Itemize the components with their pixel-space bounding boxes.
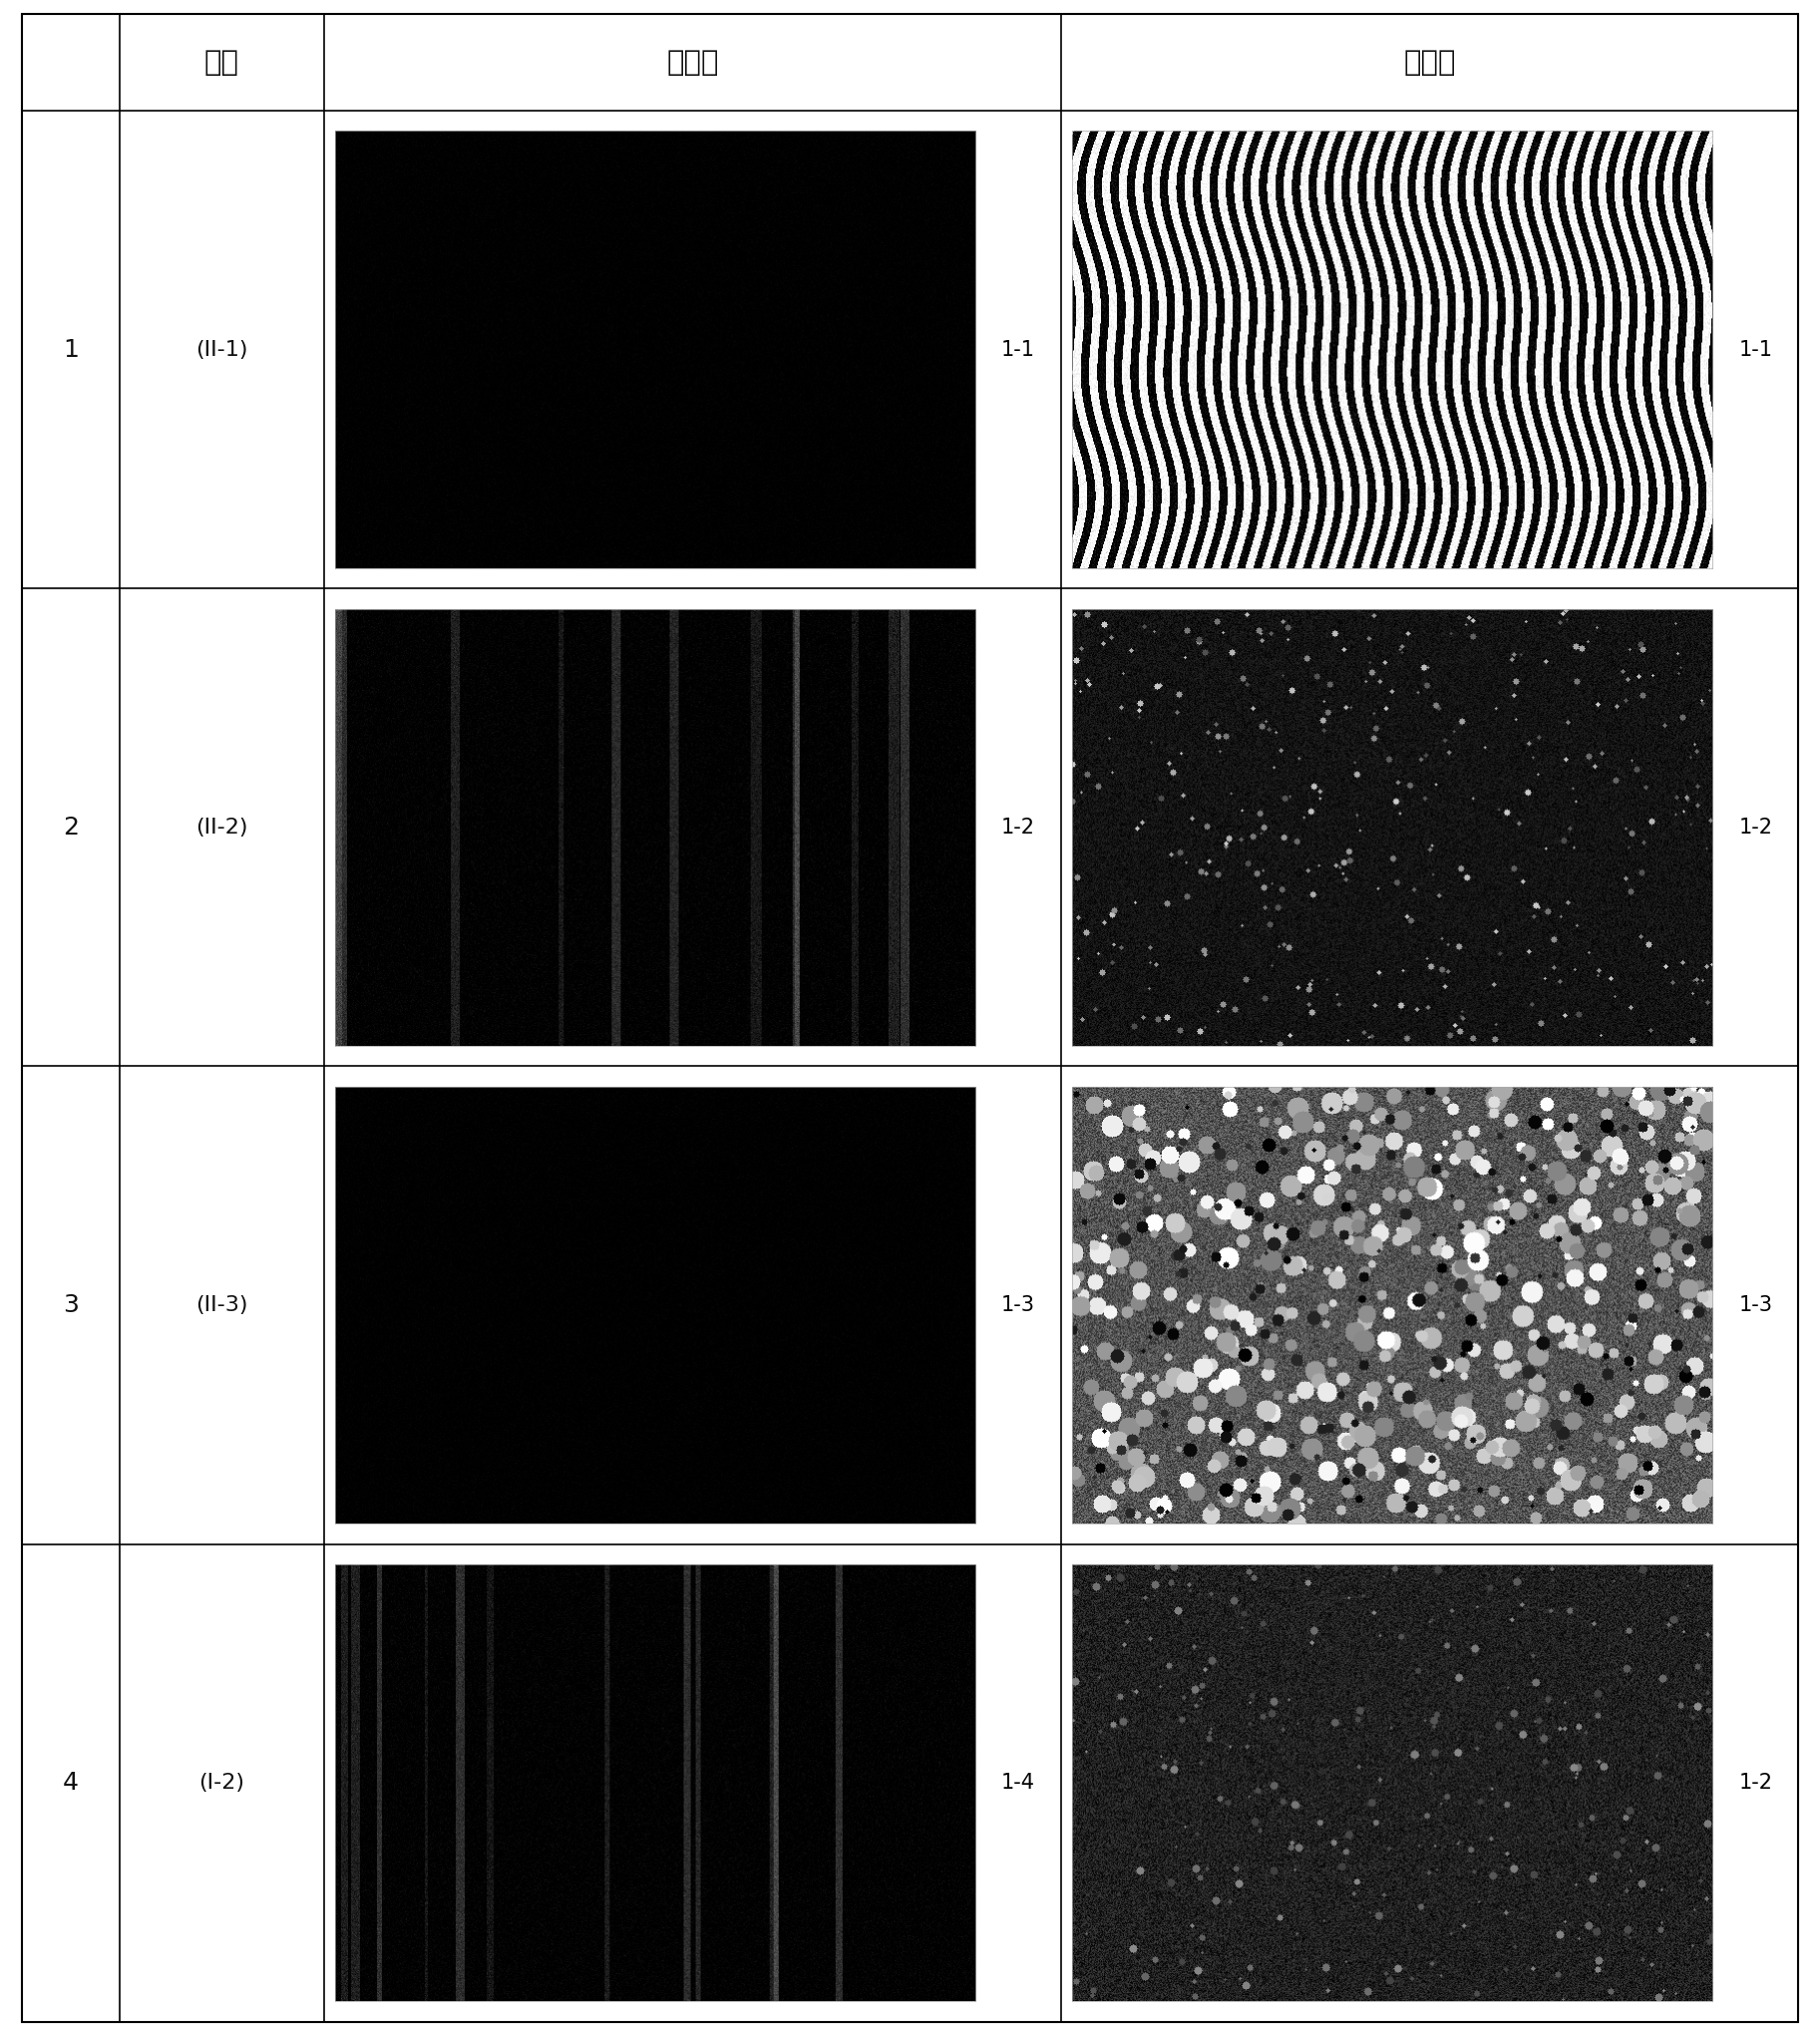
Text: 1-4: 1-4 [1001, 1773, 1036, 1794]
Text: 1-1: 1-1 [1738, 340, 1773, 360]
Text: (II-3): (II-3) [195, 1295, 248, 1315]
Text: (I-2): (I-2) [198, 1773, 244, 1794]
Text: (II-2): (II-2) [195, 816, 248, 837]
Text: 3: 3 [62, 1293, 78, 1317]
Text: 对比例: 对比例 [1403, 49, 1456, 77]
Text: 1-2: 1-2 [1001, 816, 1036, 837]
Text: (II-1): (II-1) [195, 340, 248, 360]
Text: 燃料: 燃料 [204, 49, 238, 77]
Text: 1-2: 1-2 [1738, 1773, 1773, 1794]
Text: 1: 1 [62, 338, 78, 362]
Text: 4: 4 [62, 1771, 78, 1796]
Text: 1-2: 1-2 [1738, 816, 1773, 837]
Text: 2: 2 [62, 814, 78, 839]
Text: 1-3: 1-3 [1738, 1295, 1773, 1315]
Text: 1-3: 1-3 [1001, 1295, 1036, 1315]
Text: 实施例: 实施例 [666, 49, 719, 77]
Text: 1-1: 1-1 [1001, 340, 1036, 360]
